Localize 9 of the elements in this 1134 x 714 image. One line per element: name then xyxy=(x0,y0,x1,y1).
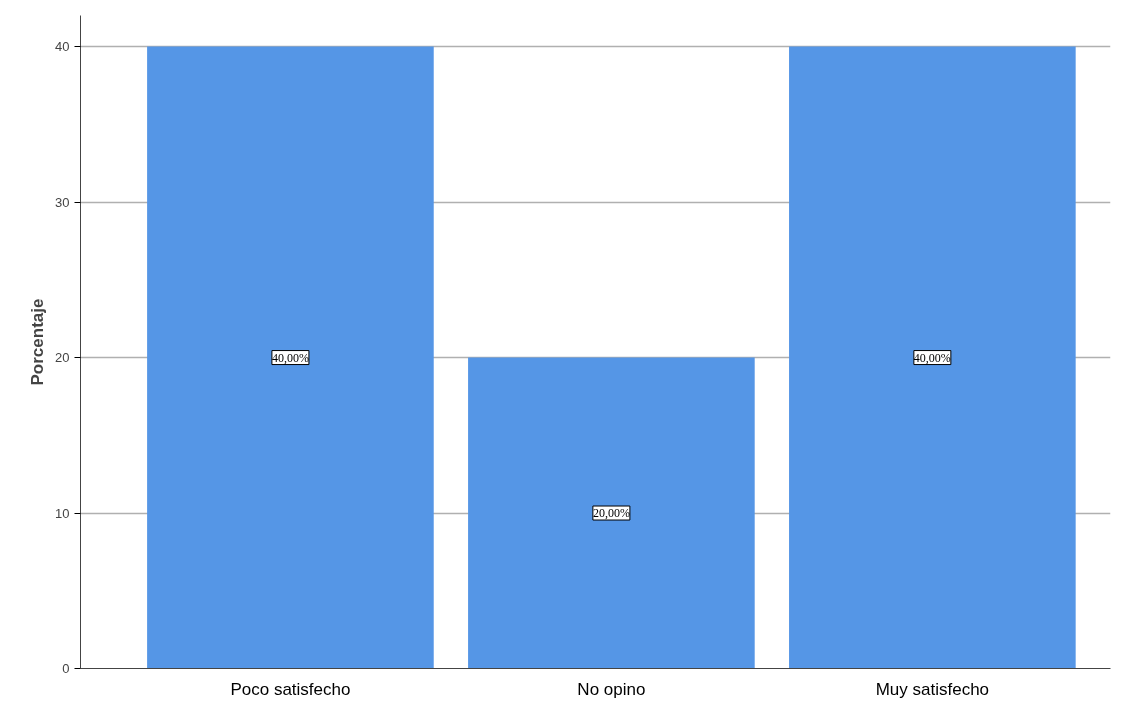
y-tick-label: 0 xyxy=(62,661,70,676)
x-tick-label: No opino xyxy=(577,679,646,699)
y-tick-label: 20 xyxy=(55,350,70,366)
y-tick-label: 30 xyxy=(55,194,70,210)
x-tick-label: Poco satisfecho xyxy=(230,679,351,699)
y-tick-label: 40 xyxy=(55,39,70,55)
y-axis-title: Porcentaje xyxy=(28,298,48,386)
x-tick-label: Muy satisfecho xyxy=(875,679,990,699)
y-tick-label: 10 xyxy=(55,505,70,521)
